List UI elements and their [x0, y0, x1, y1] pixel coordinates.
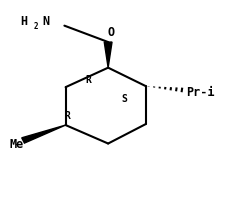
Text: R: R — [65, 111, 70, 121]
Text: O: O — [107, 26, 114, 39]
Text: H: H — [21, 15, 28, 28]
Text: R: R — [86, 75, 92, 84]
Text: Pr-i: Pr-i — [186, 86, 214, 99]
Polygon shape — [104, 43, 112, 68]
Text: N: N — [42, 15, 49, 28]
Text: 2: 2 — [34, 22, 39, 31]
Polygon shape — [22, 125, 66, 143]
Text: Me: Me — [10, 137, 24, 150]
Text: S: S — [121, 94, 127, 104]
